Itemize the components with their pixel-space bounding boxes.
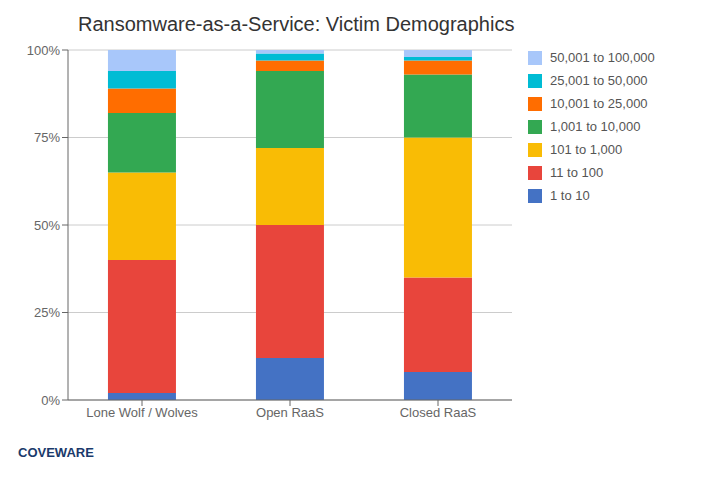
svg-text:Lone Wolf / Wolves: Lone Wolf / Wolves (86, 405, 198, 420)
html-text:Ransomware-as-a-Service: Victi: Ransomware-as-a-Service: Victim Demograp… (78, 13, 515, 35)
html-text:10,001 to 25,000: 10,001 to 25,000 (550, 96, 648, 111)
html-text:1,001 to 10,000: 1,001 to 10,000 (550, 119, 641, 134)
svg-text:Open RaaS: Open RaaS (256, 405, 324, 420)
html-text:1 to 10: 1 to 10 (550, 188, 590, 203)
html-text:50,001 to 100,000: 50,001 to 100,000 (550, 50, 655, 65)
svg-text:75%: 75% (34, 130, 60, 145)
svg-text:100%: 100% (27, 43, 61, 58)
svg-text:Closed RaaS: Closed RaaS (400, 405, 477, 420)
svg-text:0%: 0% (41, 393, 60, 408)
html-text:COVEWARE: COVEWARE (18, 444, 94, 460)
html-text:101 to 1,000: 101 to 1,000 (550, 142, 623, 157)
svg-text:50%: 50% (34, 218, 60, 233)
html-text:11 to 100: 11 to 100 (550, 165, 604, 180)
html-text:25,001 to 50,000: 25,001 to 50,000 (550, 73, 648, 88)
svg-text:25%: 25% (34, 305, 60, 320)
